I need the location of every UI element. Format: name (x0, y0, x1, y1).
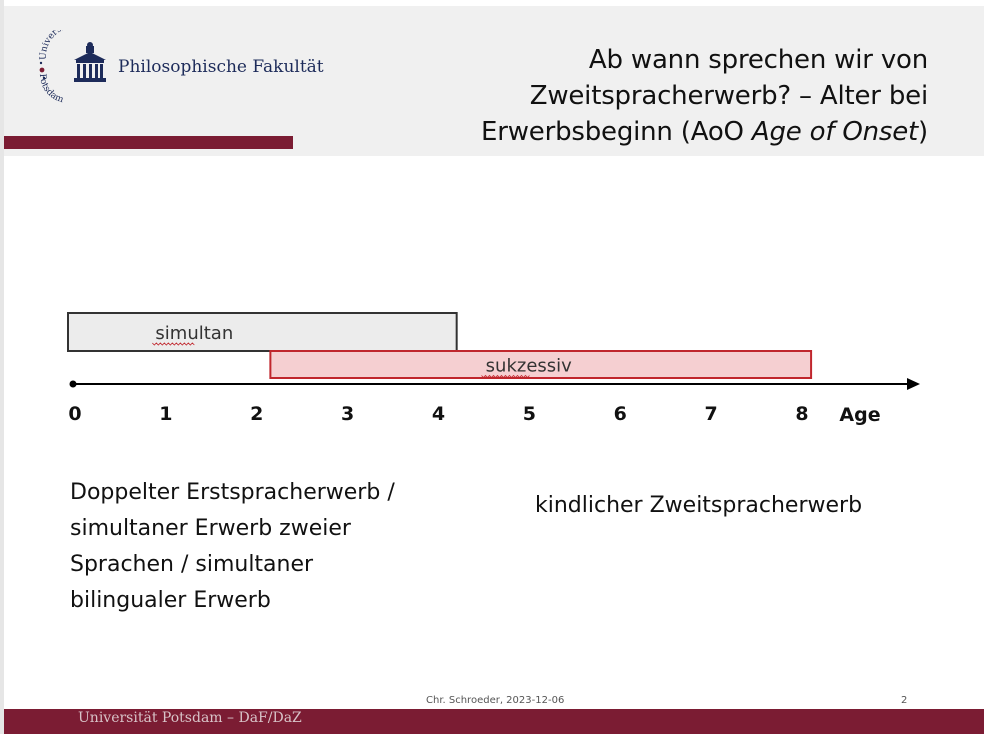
spellcheck-underline (481, 374, 530, 379)
title-line-1: Ab wann sprechen wir von (588, 45, 928, 75)
timeline-bar-sukzessiv (269, 350, 813, 379)
header-band (4, 6, 984, 156)
axis-tick-label: 6 (614, 403, 627, 425)
spellcheck-underline (152, 342, 195, 346)
axis-tick-label: 8 (795, 403, 808, 425)
successive-description: kindlicher Zweitspracherwerb (535, 493, 863, 518)
left-line: Sprachen / simultaner (70, 552, 314, 577)
axis-tick-label: 0 (68, 403, 81, 425)
axis-origin-dot (69, 380, 77, 388)
building-icon (74, 42, 106, 82)
slide-left-edge (0, 0, 4, 734)
simultaneous-description: Doppelter Erstspracherwerb / simultaner … (70, 475, 470, 619)
axis-arrowhead (907, 378, 920, 390)
axis-tick-label: 7 (705, 403, 718, 425)
footer-author: Chr. Schroeder, 2023-12-06 (426, 695, 565, 706)
axis-tick-label: 1 (159, 403, 172, 425)
logo-arc-top: Universität (39, 30, 78, 60)
university-logo: Universität Potsdam (37, 30, 106, 105)
logo-arc-bottom: Potsdam (37, 73, 65, 105)
header-accent-rule (4, 136, 293, 149)
title-line-3-end: ) (918, 117, 928, 147)
timeline-bar-label: simultan (155, 323, 233, 344)
timeline-bar-simultan (67, 312, 458, 352)
svg-text:Potsdam: Potsdam (37, 73, 65, 105)
title-italic-term: Age of Onset (751, 117, 919, 147)
footer-bar (4, 709, 984, 734)
axis-label: Age (839, 404, 880, 426)
axis-tick-label: 3 (341, 403, 354, 425)
axis-tick-label: 2 (250, 403, 263, 425)
faculty-name: Philosophische Fakultät (118, 57, 324, 77)
svg-text:Universität: Universität (39, 30, 78, 60)
left-line: simultaner Erwerb zweier (70, 516, 351, 541)
footer-university: Universität Potsdam – DaF/DaZ (78, 710, 302, 726)
title-line-3: Erwerbsbeginn (AoO Age of Onset) (368, 114, 928, 150)
left-line: Doppelter Erstspracherwerb / (70, 480, 395, 505)
timeline-bar-label: sukzessiv (486, 356, 572, 377)
slide-title: Ab wann sprechen wir von Zweitspracherwe… (368, 42, 928, 150)
title-line-3-start: Erwerbsbeginn (AoO (481, 117, 752, 147)
left-line: bilingualer Erwerb (70, 588, 271, 613)
age-timeline: simultan sukzessiv 0 1 2 3 4 5 6 7 8 Age (67, 312, 920, 426)
axis-tick-label: 4 (432, 403, 445, 425)
title-line-2: Zweitspracherwerb? – Alter bei (529, 81, 928, 111)
page-number: 2 (901, 695, 908, 706)
axis-tick-label: 5 (523, 403, 536, 425)
